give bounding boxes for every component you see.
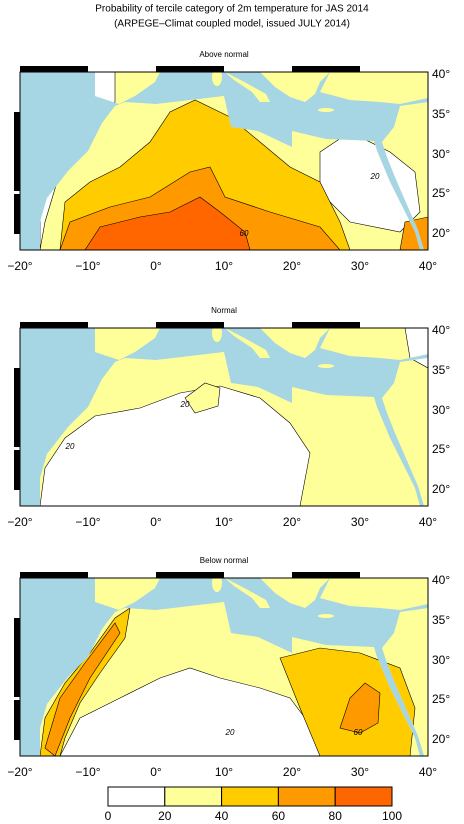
contour-label: 20 bbox=[370, 172, 380, 181]
lon-label: 40° bbox=[419, 765, 437, 779]
lon-label: 40° bbox=[419, 515, 437, 529]
probability-area bbox=[184, 382, 221, 414]
lon-label: 30° bbox=[351, 259, 369, 273]
probability-area bbox=[44, 622, 121, 756]
frame-bar bbox=[14, 700, 20, 740]
colorbar-swatch bbox=[107, 786, 166, 807]
contour-label: 20 bbox=[225, 728, 235, 737]
panel-title: Normal bbox=[211, 306, 237, 315]
lat-label: 25° bbox=[432, 186, 450, 200]
map: 20 60 −20° −10° 0° 10° 20° 30° 40° 40° 35° 30° 25° 20… bbox=[7, 66, 450, 273]
lat-label: 20° bbox=[432, 226, 450, 240]
lon-label: 20° bbox=[283, 515, 301, 529]
lat-label: 35° bbox=[432, 363, 450, 377]
frame-bar bbox=[14, 368, 20, 447]
contour-label: 20 bbox=[65, 442, 75, 451]
lat-label: 25° bbox=[432, 442, 450, 456]
lat-label: 30° bbox=[432, 653, 450, 667]
frame-bar bbox=[20, 66, 88, 72]
contour-label: 20 bbox=[180, 400, 190, 409]
lon-label: −10° bbox=[75, 259, 100, 273]
colorbar-label: 20 bbox=[158, 809, 172, 823]
frame-bar bbox=[20, 322, 88, 328]
lon-label: −10° bbox=[75, 515, 100, 529]
probability-area bbox=[84, 196, 251, 250]
colorbar: 0 20 40 60 80 100 bbox=[105, 786, 402, 823]
colorbar-swatch bbox=[334, 786, 393, 807]
lat-label: 35° bbox=[432, 613, 450, 627]
frame bbox=[19, 327, 429, 507]
colorbar-label: 40 bbox=[215, 809, 229, 823]
lat-label: 35° bbox=[432, 107, 450, 121]
lat-label: 20° bbox=[432, 482, 450, 496]
colorbar-label: 80 bbox=[329, 809, 343, 823]
subtitle: (ARPEGE–Climat coupled model, issued JUL… bbox=[114, 19, 350, 30]
contour-label: 60 bbox=[240, 229, 249, 238]
frame-bar bbox=[292, 322, 360, 328]
colorbar-label: 100 bbox=[382, 809, 402, 823]
map: 60 20 −20° −10° 0° 10° 20° 30° 40° 40° 35° 30° 25° 20… bbox=[7, 572, 450, 779]
lon-label: −20° bbox=[7, 765, 32, 779]
lon-label: 30° bbox=[351, 765, 369, 779]
colorbar-swatch bbox=[277, 786, 336, 807]
frame-bar bbox=[292, 66, 360, 72]
lon-label: 30° bbox=[351, 515, 369, 529]
panel-title: Below normal bbox=[200, 556, 249, 565]
title: Probability of tercile category of 2m te… bbox=[95, 4, 369, 15]
colorbar-label: 0 bbox=[105, 809, 112, 823]
lon-label: 10° bbox=[215, 765, 233, 779]
lon-label: 0° bbox=[150, 765, 162, 779]
lat-label: 25° bbox=[432, 692, 450, 706]
lat-label: 30° bbox=[432, 147, 450, 161]
colorbar-swatch bbox=[164, 786, 223, 807]
frame bbox=[19, 71, 429, 251]
lat-label: 30° bbox=[432, 403, 450, 417]
probability-area bbox=[339, 682, 381, 734]
frame-bar bbox=[14, 450, 20, 490]
lat-label: 20° bbox=[432, 732, 450, 746]
frame-bar bbox=[292, 572, 360, 578]
lon-label: 10° bbox=[215, 515, 233, 529]
frame-bar bbox=[14, 112, 20, 191]
map: 20 20 −20° −10° 0° 10° 20° 30° 40° 40° 35° 30° 25° 20… bbox=[7, 322, 450, 529]
lon-label: 20° bbox=[283, 259, 301, 273]
lat-label: 40° bbox=[432, 573, 450, 587]
contour-label: 60 bbox=[354, 728, 363, 737]
lat-label: 40° bbox=[432, 67, 450, 81]
lon-label: 0° bbox=[150, 515, 162, 529]
lon-label: 10° bbox=[215, 259, 233, 273]
lon-label: −20° bbox=[7, 515, 32, 529]
frame-bar bbox=[156, 66, 224, 72]
probability-area bbox=[279, 647, 416, 756]
frame-bar bbox=[156, 572, 224, 578]
colorbar-swatch bbox=[221, 786, 279, 807]
lat-label: 40° bbox=[432, 323, 450, 337]
lon-label: 0° bbox=[150, 259, 162, 273]
lon-label: 40° bbox=[419, 259, 437, 273]
lon-label: 20° bbox=[283, 765, 301, 779]
colorbar-label: 60 bbox=[272, 809, 286, 823]
frame-bar bbox=[14, 194, 20, 234]
panel-title: Above normal bbox=[199, 50, 249, 59]
frame bbox=[19, 577, 429, 757]
frame-bar bbox=[156, 322, 224, 328]
lon-label: −20° bbox=[7, 259, 32, 273]
frame-bar bbox=[20, 572, 88, 578]
lon-label: −10° bbox=[75, 765, 100, 779]
frame-bar bbox=[14, 618, 20, 697]
